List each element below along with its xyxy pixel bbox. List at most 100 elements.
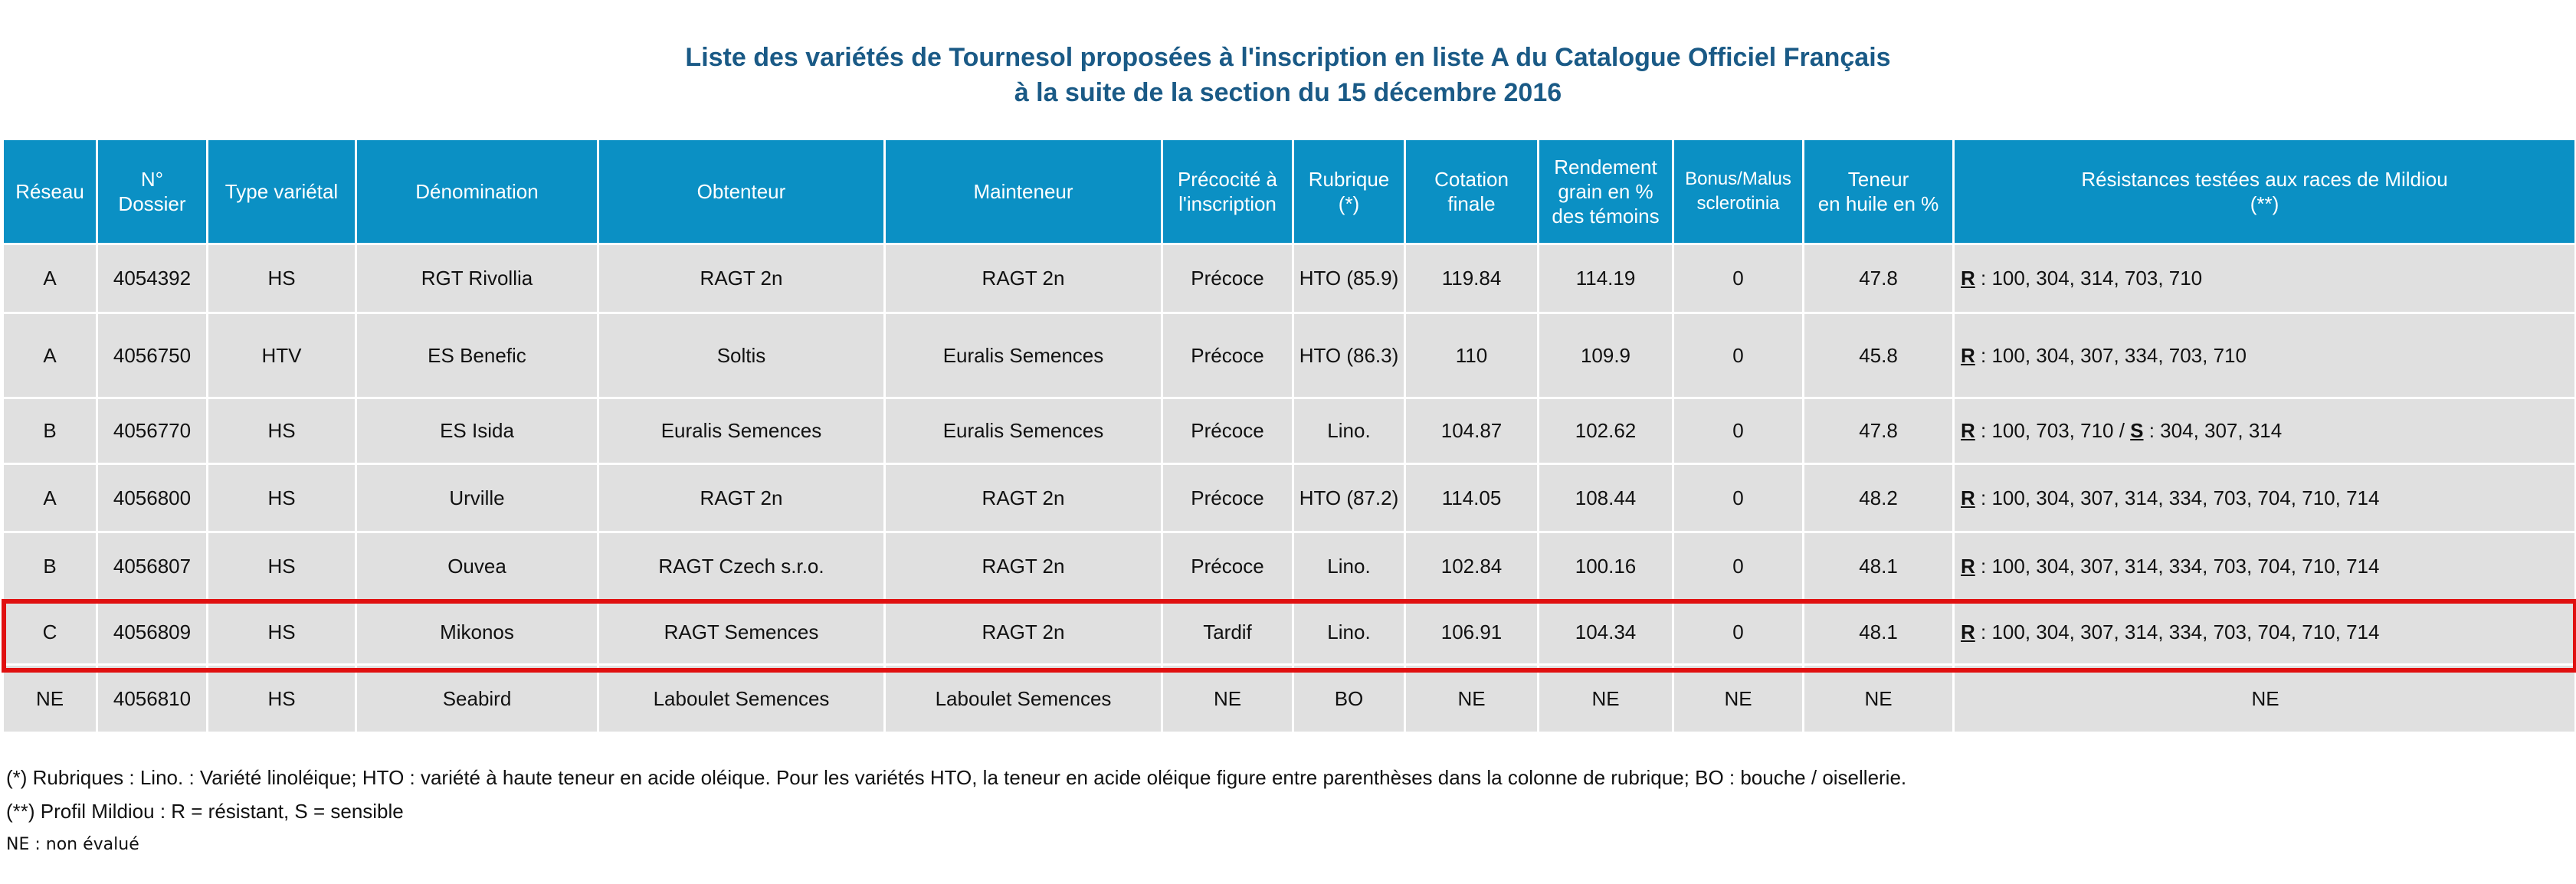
header-precocite: Précocité à l'inscription [1161, 138, 1294, 245]
title-line-2: à la suite de la section du 15 décembre … [1014, 78, 1562, 107]
footnotes: (*) Rubriques : Lino. : Variété linoléiq… [6, 766, 1906, 867]
cell-mainteneur: RAGT 2n [883, 463, 1163, 533]
cell-denomination: RGT Rivollia [355, 243, 599, 314]
header-bonus: Bonus/Malus sclerotinia [1672, 138, 1804, 245]
table-row: NE 4056810 HS Seabird Laboulet Semences … [2, 663, 2576, 734]
separator: / [2113, 419, 2131, 442]
cell-obtenteur: RAGT 2n [597, 463, 886, 533]
cell-resistances: R : 100, 304, 307, 314, 334, 703, 704, 7… [1952, 599, 2576, 666]
title-line-1: Liste des variétés de Tournesol proposée… [685, 43, 1891, 72]
cell-teneur: 47.8 [1802, 243, 1955, 314]
resistant-races: : 100, 304, 307, 314, 334, 703, 704, 710… [1975, 620, 2380, 643]
cell-type: HS [206, 243, 357, 314]
cell-teneur: 48.2 [1802, 463, 1955, 533]
cell-mainteneur: RAGT 2n [883, 599, 1163, 666]
cell-dossier: 4054392 [96, 243, 208, 314]
cell-dossier: 4056770 [96, 397, 208, 465]
cell-precocite: Précoce [1161, 397, 1294, 465]
resistant-label: R [1961, 343, 1975, 367]
cell-precocite: NE [1161, 663, 1294, 734]
cell-teneur: 45.8 [1802, 312, 1955, 399]
cell-type: HS [206, 463, 357, 533]
cell-rendement: 102.62 [1537, 397, 1674, 465]
sensible-label: S [2130, 419, 2144, 442]
header-row: Réseau N° Dossier Type variétal Dénomina… [2, 138, 2576, 245]
cell-rendement: 104.34 [1537, 599, 1674, 666]
resistant-label: R [1961, 419, 1975, 442]
header-reseau: Réseau [2, 138, 98, 245]
cell-resistances: R : 100, 304, 307, 314, 334, 703, 704, 7… [1952, 531, 2576, 601]
resistant-label: R [1961, 554, 1975, 578]
cell-teneur: NE [1802, 663, 1955, 734]
cell-precocite: Précoce [1161, 463, 1294, 533]
cell-rubrique: BO [1292, 663, 1406, 734]
cell-obtenteur: Laboulet Semences [597, 663, 886, 734]
cell-reseau: A [2, 243, 98, 314]
cell-bonus: 0 [1672, 531, 1804, 601]
table-row: A 4056800 HS Urville RAGT 2n RAGT 2n Pré… [2, 463, 2576, 533]
cell-type: HTV [206, 312, 357, 399]
header-dossier: N° Dossier [96, 138, 208, 245]
cell-denomination: Ouvea [355, 531, 599, 601]
cell-type: HS [206, 397, 357, 465]
document-title: Liste des variétés de Tournesol proposée… [0, 40, 2576, 110]
table-row: A 4054392 HS RGT Rivollia RAGT 2n RAGT 2… [2, 243, 2576, 314]
table-row-highlighted: C 4056809 HS Mikonos RAGT Semences RAGT … [2, 599, 2576, 666]
header-cotation: Cotation finale [1404, 138, 1539, 245]
cell-reseau: A [2, 463, 98, 533]
cell-denomination: Mikonos [355, 599, 599, 666]
footnote-rubriques: (*) Rubriques : Lino. : Variété linoléiq… [6, 766, 1907, 789]
cell-obtenteur: RAGT Semences [597, 599, 886, 666]
cell-precocite: Précoce [1161, 312, 1294, 399]
cell-dossier: 4056750 [96, 312, 208, 399]
cell-dossier: 4056800 [96, 463, 208, 533]
header-resistances: Résistances testées aux races de Mildiou… [1952, 138, 2576, 245]
cell-dossier: 4056810 [96, 663, 208, 734]
cell-rendement: NE [1537, 663, 1674, 734]
cell-denomination: Seabird [355, 663, 599, 734]
cell-rubrique: HTO (85.9) [1292, 243, 1406, 314]
cell-obtenteur: Soltis [597, 312, 886, 399]
header-rendement: Rendement grain en % des témoins [1537, 138, 1674, 245]
table-row: B 4056807 HS Ouvea RAGT Czech s.r.o. RAG… [2, 531, 2576, 601]
cell-precocite: Précoce [1161, 531, 1294, 601]
cell-resistances: R : 100, 304, 307, 314, 334, 703, 704, 7… [1952, 463, 2576, 533]
cell-resistances: R : 100, 304, 307, 334, 703, 710 [1952, 312, 2576, 399]
cell-type: HS [206, 663, 357, 734]
resistant-label: R [1961, 486, 1975, 509]
header-mainteneur: Mainteneur [883, 138, 1163, 245]
cell-rendement: 108.44 [1537, 463, 1674, 533]
cell-cotation: 104.87 [1404, 397, 1539, 465]
cell-obtenteur: Euralis Semences [597, 397, 886, 465]
header-teneur: Teneur en huile en % [1802, 138, 1955, 245]
cell-rendement: 100.16 [1537, 531, 1674, 601]
cell-reseau: NE [2, 663, 98, 734]
cell-bonus: 0 [1672, 397, 1804, 465]
resistant-races: : 100, 304, 314, 703, 710 [1975, 267, 2203, 290]
cell-precocite: Tardif [1161, 599, 1294, 666]
cell-rubrique: Lino. [1292, 599, 1406, 666]
cell-dossier: 4056809 [96, 599, 208, 666]
resistant-races: : 100, 304, 307, 314, 334, 703, 704, 710… [1975, 486, 2380, 509]
cell-obtenteur: RAGT Czech s.r.o. [597, 531, 886, 601]
cell-precocite: Précoce [1161, 243, 1294, 314]
cell-rendement: 109.9 [1537, 312, 1674, 399]
resistant-label: R [1961, 620, 1975, 643]
cell-cotation: 110 [1404, 312, 1539, 399]
cell-teneur: 47.8 [1802, 397, 1955, 465]
header-rubrique: Rubrique (*) [1292, 138, 1406, 245]
cell-rubrique: HTO (87.2) [1292, 463, 1406, 533]
cell-denomination: Urville [355, 463, 599, 533]
cell-rendement: 114.19 [1537, 243, 1674, 314]
cell-reseau: B [2, 531, 98, 601]
cell-bonus: NE [1672, 663, 1804, 734]
cell-denomination: ES Isida [355, 397, 599, 465]
cell-cotation: 114.05 [1404, 463, 1539, 533]
cell-cotation: 102.84 [1404, 531, 1539, 601]
cell-denomination: ES Benefic [355, 312, 599, 399]
cell-mainteneur: RAGT 2n [883, 531, 1163, 601]
cell-cotation: 119.84 [1404, 243, 1539, 314]
resistant-races: : 100, 304, 307, 314, 334, 703, 704, 710… [1975, 554, 2380, 578]
cell-reseau: C [2, 599, 98, 666]
table-row: B 4056770 HS ES Isida Euralis Semences E… [2, 397, 2576, 465]
